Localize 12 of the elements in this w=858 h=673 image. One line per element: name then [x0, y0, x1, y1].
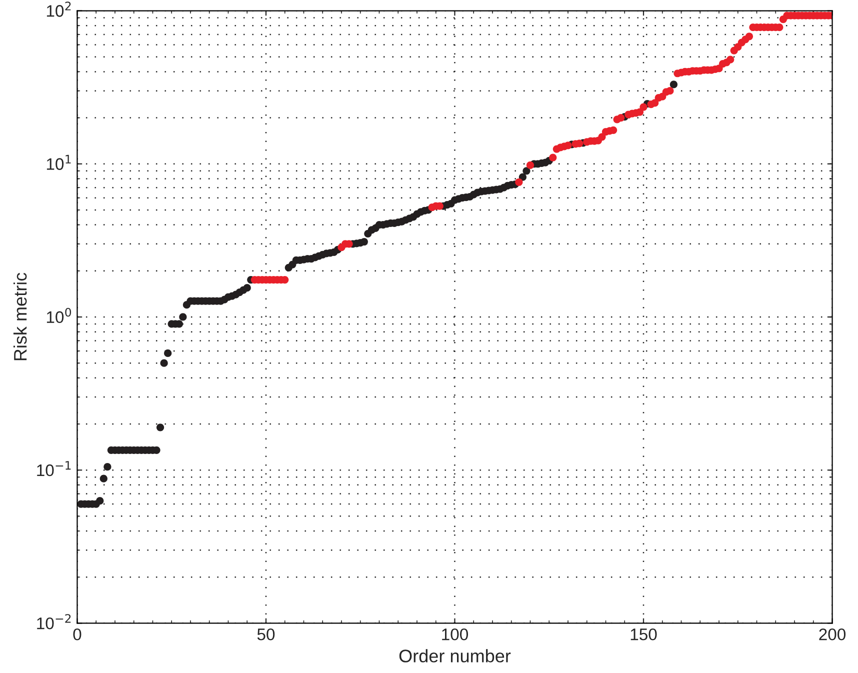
x-axis-title: Order number	[399, 649, 511, 662]
x-tick-label: 0	[73, 628, 82, 640]
y-tick-label: 10$^{−2}$	[37, 614, 71, 630]
x-tick-label: 200	[819, 628, 846, 640]
y-tick-label: 10$^{0}$	[46, 308, 72, 324]
x-tick-label: 150	[630, 628, 657, 640]
x-tick-label: 100	[442, 628, 468, 640]
y-tick-label: 10$^{2}$	[46, 2, 71, 17]
y-tick-label: 10$^{1}$	[46, 154, 71, 170]
y-axis-title: Risk metric	[13, 272, 27, 360]
y-tick-label: 10$^{−1}$	[37, 461, 71, 476]
x-tick-label: 50	[257, 628, 275, 640]
